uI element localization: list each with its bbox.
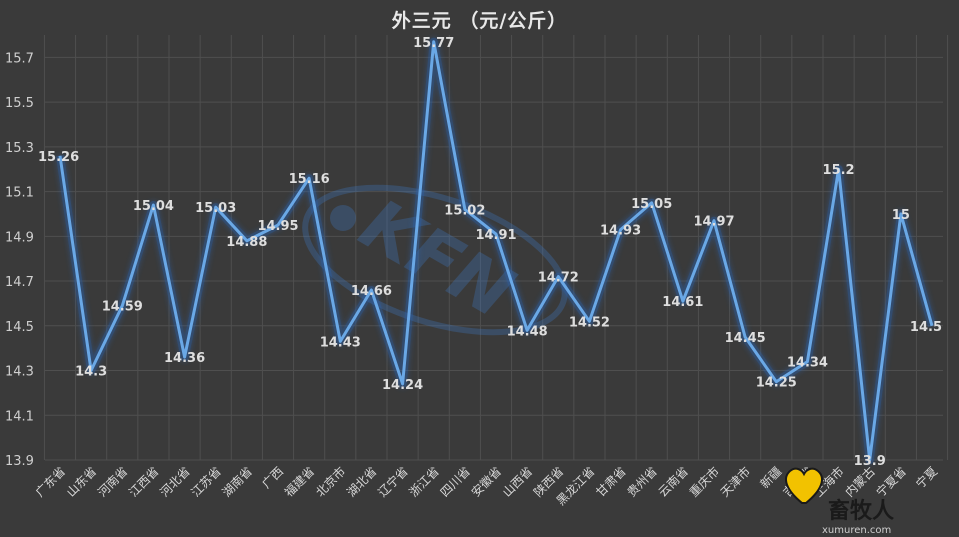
x-tick-label: 河南省 [94,464,130,500]
data-label: 15.16 [289,172,330,187]
data-label: 14.72 [538,271,579,286]
y-tick-label: 14.5 [5,320,34,335]
data-label: 15.26 [38,150,79,165]
y-tick-label: 14.7 [5,275,34,290]
x-tick-label: 江苏省 [188,464,223,499]
x-tick-label: 安徽省 [468,464,504,500]
x-tick-label: 山东省 [64,464,99,499]
data-label: 14.25 [756,376,797,391]
x-tick-label: 江西省 [126,464,161,499]
data-label: 14.5 [910,320,942,335]
y-tick-label: 14.1 [5,409,34,424]
y-tick-label: 13.9 [5,454,34,469]
series-line [56,37,936,464]
y-tick-label: 15.5 [5,96,34,111]
x-tick-label: 天津市 [717,464,753,500]
xumuren-watermark: 畜牧人 xumuren.com [785,467,894,536]
x-tick-label: 贵州省 [624,464,659,499]
data-label: 14.36 [164,351,205,366]
x-tick-label: 辽宁省 [375,464,411,500]
data-label: 15 [892,208,910,223]
data-label: 14.91 [475,228,516,243]
x-tick-label: 四川省 [438,464,473,499]
x-tick-label: 浙江省 [406,464,441,499]
x-tick-label: 云南省 [655,464,691,500]
data-label: 15.04 [133,199,174,214]
data-label: 14.61 [662,295,703,310]
data-label: 14.43 [320,335,361,350]
y-tick-label: 14.3 [5,365,34,380]
data-label: 14.88 [226,235,267,250]
data-label: 14.3 [75,365,107,380]
data-label: 14.48 [507,324,548,339]
data-label: 13.9 [854,454,886,469]
series-line-path [58,40,934,462]
data-label: 14.95 [257,219,298,234]
x-tick-label: 山西省 [500,464,535,499]
heart-logo-icon [785,467,823,504]
x-tick-label: 河北省 [157,464,192,499]
data-label: 14.52 [569,315,610,330]
y-tick-label: 14.9 [5,230,34,245]
data-label: 14.93 [600,224,641,239]
data-label: 14.59 [102,300,143,315]
y-tick-label: 15.1 [5,186,34,201]
x-tick-label: 湖南省 [219,464,255,500]
data-label: 14.45 [725,331,766,346]
data-label: 15.2 [823,163,855,178]
data-label: 15.03 [195,201,236,216]
x-tick-label: 广西 [259,464,286,491]
data-label: 15.77 [413,36,454,51]
x-tick-label: 湖北省 [343,464,379,500]
x-tick-label: 新疆 [757,464,785,492]
data-label: 14.34 [787,356,828,371]
x-tick-label: 广东省 [33,464,68,499]
brand-name: 畜牧人 [828,498,894,524]
x-tick-label: 甘肃省 [593,464,628,499]
y-tick-label: 15.3 [5,141,34,156]
data-label: 15.05 [631,197,672,212]
x-tick-label: 福建省 [281,464,317,500]
chart-title: 外三元 （元/公斤） [391,10,568,32]
x-tick-label: 宁夏 [913,464,941,492]
y-axis-ticks: 13.9 14.1 14.3 14.5 14.7 14.9 15.1 15.3 15.5 15.7 [5,51,34,469]
data-label: 15.02 [444,203,485,218]
brand-site: xumuren.com [822,525,891,536]
data-label: 14.24 [382,378,423,393]
x-tick-label: 北京市 [312,464,348,500]
y-tick-label: 15.7 [5,51,34,66]
data-label: 14.97 [693,215,734,230]
x-tick-label: 重庆市 [686,464,722,500]
grid-lines [43,35,949,461]
data-label: 14.66 [351,284,392,299]
